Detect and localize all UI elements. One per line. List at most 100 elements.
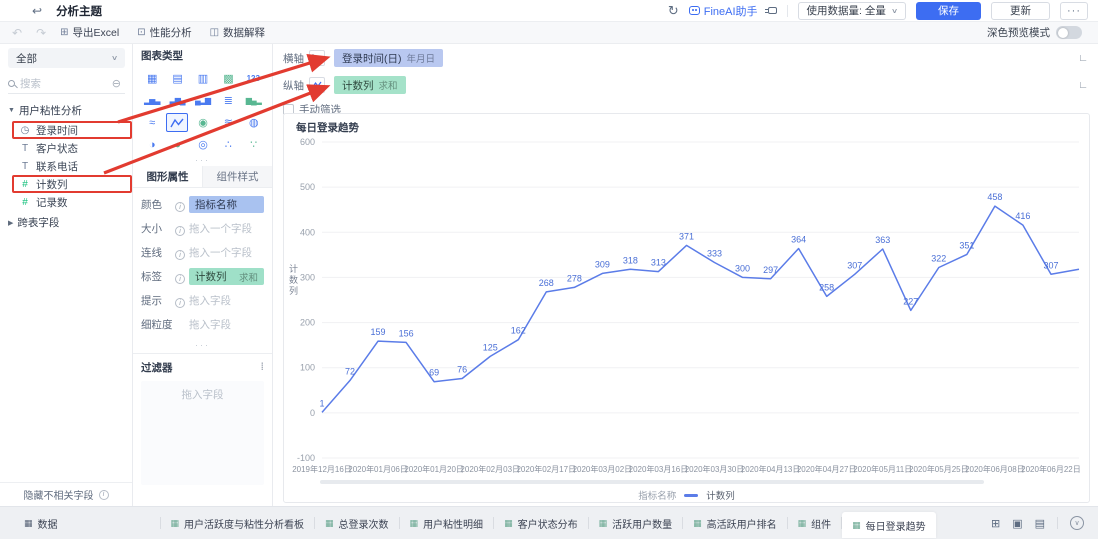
performance-analysis-button[interactable]: ⊡ 性能分析 — [137, 25, 191, 40]
field-filter-icon[interactable]: ⊖ — [111, 78, 121, 90]
bubble-chart-icon[interactable]: ∵ — [250, 139, 257, 151]
color-table-chart-icon[interactable]: ▩ — [223, 73, 233, 85]
collapse-panel-icon[interactable]: ∨ — [1070, 516, 1084, 530]
field-item-联系电话[interactable]: T 联系电话 — [12, 157, 132, 175]
data-explanation-button[interactable]: ◫ 数据解释 — [210, 25, 265, 40]
rose-chart-icon[interactable]: ◍ — [248, 117, 259, 129]
redo-icon[interactable]: ↷ — [36, 25, 47, 40]
tab-component-style[interactable]: 组件样式 — [202, 166, 272, 187]
back-icon[interactable]: ↩ — [32, 3, 43, 18]
hide-unrelated-label: 隐藏不相关字段 — [23, 491, 94, 502]
donut-chart-icon[interactable]: ◕ — [174, 138, 181, 151]
data-volume-label: 使用数据量: 全量 — [806, 5, 886, 17]
globe-chart-icon[interactable]: ◎ — [198, 139, 208, 151]
attribute-dropzone[interactable]: 计数列 求和 — [189, 268, 264, 285]
tab-data[interactable]: ▦ 数据 — [14, 512, 68, 534]
drag-handle[interactable]: ··· — [195, 340, 210, 350]
attribute-dropzone[interactable]: 拖入字段 — [189, 317, 264, 332]
attribute-field-pill[interactable]: 计数列 求和 — [189, 268, 264, 285]
tab-每日登录趋势[interactable]: ▦ 每日登录趋势 — [842, 512, 936, 538]
attribute-field-pill[interactable]: 指标名称 — [189, 196, 264, 213]
data-explanation-icon: ◫ — [209, 27, 220, 38]
kebab-menu-icon[interactable]: ⁞ — [260, 362, 264, 373]
grouped-table-chart-icon[interactable]: ▦ — [146, 73, 157, 85]
tab-label: 活跃用户数量 — [612, 519, 673, 531]
attribute-row-颜色: 颜色 i 指标名称 — [141, 196, 264, 213]
y-axis-type-icon[interactable] — [309, 77, 325, 93]
kpi-card-chart-icon[interactable]: 123 — [246, 74, 260, 83]
column-chart-icon[interactable]: ▂▅▃ — [143, 96, 160, 105]
plugin-icon[interactable] — [764, 7, 777, 14]
dark-mode-toggle[interactable] — [1056, 26, 1082, 39]
curve-chart-icon[interactable]: ≋ — [223, 117, 233, 129]
add-component-icon[interactable]: ⊞ — [990, 517, 1001, 530]
x-axis-type-icon[interactable] — [309, 50, 325, 66]
waterfall-chart-icon[interactable]: ▆▄▂ — [245, 96, 262, 105]
filter-dropzone[interactable]: 拖入字段 — [141, 381, 264, 485]
area-chart-icon[interactable]: ≈ — [149, 116, 155, 129]
cross-table-chart-icon[interactable]: ▤ — [172, 73, 182, 85]
toolbar: ↶ ↷ ⊞ 导出Excel ⊡ 性能分析 ◫ 数据解释 深色预览模式 — [0, 22, 1098, 44]
update-button[interactable]: 更新 — [991, 1, 1050, 20]
attribute-dropzone[interactable]: 拖入字段 — [189, 293, 264, 308]
data-volume-select[interactable]: 使用数据量: 全量 ∨ — [797, 1, 906, 20]
attribute-label: 颜色 — [141, 199, 162, 211]
export-excel-button[interactable]: ⊞ 导出Excel — [60, 25, 119, 40]
page-title: 分析主题 — [56, 5, 103, 18]
x-tick-label: 2020年03月30日 — [685, 464, 745, 474]
tab-graphic-attributes[interactable]: 图形属性 — [133, 166, 202, 187]
tab-活跃用户数量[interactable]: ▦ 活跃用户数量 — [589, 512, 683, 534]
field-item-计数列[interactable]: # 计数列 — [12, 175, 132, 193]
data-point-label: 76 — [457, 365, 467, 375]
y-tick-label: 0 — [310, 408, 315, 418]
detail-table-chart-icon[interactable]: ▥ — [197, 73, 208, 85]
field-group-user-stickiness[interactable]: ▼ 用户粘性分析 — [8, 102, 132, 119]
chart-type-title: 图表类型 — [141, 50, 183, 62]
chart-type-grid: ▦ ▤ ▥ ▩ 123 ▂▅▃ ▃▆▄ ▄▂▆ ≣ ▆▄▂ ≈ ◉ ≋ ◍ ◑ ◕ ◎ ∴ ∵ — [141, 69, 264, 154]
scope-select[interactable]: 全部 ∨ — [8, 48, 125, 68]
undo-icon[interactable]: ↶ — [12, 25, 23, 40]
tab-客户状态分布[interactable]: ▦ 客户状态分布 — [494, 512, 588, 534]
x-axis-field-pill[interactable]: 登录时间(日) 年月日 — [334, 49, 444, 67]
drag-handle[interactable]: ··· — [195, 155, 210, 165]
dropzone-placeholder: 拖入字段 — [189, 295, 231, 307]
tab-用户活跃度与粘性分析看板[interactable]: ▦ 用户活跃度与粘性分析看板 — [161, 512, 315, 534]
save-button[interactable]: 保存 — [916, 1, 981, 20]
tab-组件[interactable]: ▦ 组件 — [788, 512, 842, 534]
chevron-down-icon: ∨ — [890, 7, 899, 15]
tab-高活跃用户排名[interactable]: ▦ 高活跃用户排名 — [683, 512, 787, 534]
map-chart-icon[interactable]: ◉ — [198, 117, 208, 129]
attribute-dropzone[interactable]: 拖入一个字段 — [189, 221, 264, 236]
field-item-登录时间[interactable]: ◷ 登录时间 — [12, 121, 132, 139]
fineai-label: FineAI助手 — [703, 5, 758, 18]
field-item-记录数[interactable]: # 记录数 — [12, 193, 132, 211]
search-input[interactable]: 搜索 ⊖ — [8, 74, 125, 94]
line-chart-icon[interactable] — [166, 113, 188, 132]
pie-chart-icon[interactable]: ◑ — [148, 138, 156, 151]
field-item-客户状态[interactable]: T 客户状态 — [12, 139, 132, 157]
x-axis-settings-icon[interactable]: ∟ — [1078, 52, 1088, 64]
note-icon[interactable]: ▤ — [1034, 517, 1045, 530]
tab-总登录次数[interactable]: ▦ 总登录次数 — [315, 512, 399, 534]
data-point-label: 318 — [623, 255, 638, 265]
line-chart[interactable]: 6005004003002001000-1002019年12月16日2020年0… — [284, 114, 1091, 504]
fineai-assistant-button[interactable]: FineAI助手 — [688, 3, 758, 19]
refresh-icon[interactable]: ↻ — [667, 2, 679, 18]
chart-horizontal-scrollbar[interactable] — [320, 480, 984, 484]
bar-chart-icon[interactable]: ≣ — [223, 95, 233, 107]
field-group-cross-table[interactable]: ▶ 跨表字段 — [8, 214, 132, 231]
tab-用户粘性明细[interactable]: ▦ 用户粘性明细 — [400, 512, 494, 534]
data-point-label: 227 — [903, 296, 918, 306]
duplicate-component-icon[interactable]: ▣ — [1012, 517, 1023, 530]
y-axis-settings-icon[interactable]: ∟ — [1078, 79, 1088, 91]
chart-line-series[interactable] — [321, 205, 1080, 413]
attribute-dropzone[interactable]: 拖入一个字段 — [189, 245, 264, 260]
more-button[interactable]: ··· — [1060, 1, 1088, 20]
legend-series-label[interactable]: 计数列 — [706, 491, 735, 502]
y-axis-field-pill[interactable]: 计数列 求和 — [334, 76, 406, 94]
scatter-chart-icon[interactable]: ∴ — [224, 139, 232, 151]
attribute-dropzone[interactable]: 指标名称 — [189, 196, 264, 213]
combo-chart-icon[interactable]: ▄▂▆ — [195, 96, 211, 105]
hide-unrelated-fields-button[interactable]: 隐藏不相关字段 i — [0, 482, 132, 506]
stacked-column-chart-icon[interactable]: ▃▆▄ — [169, 96, 186, 105]
